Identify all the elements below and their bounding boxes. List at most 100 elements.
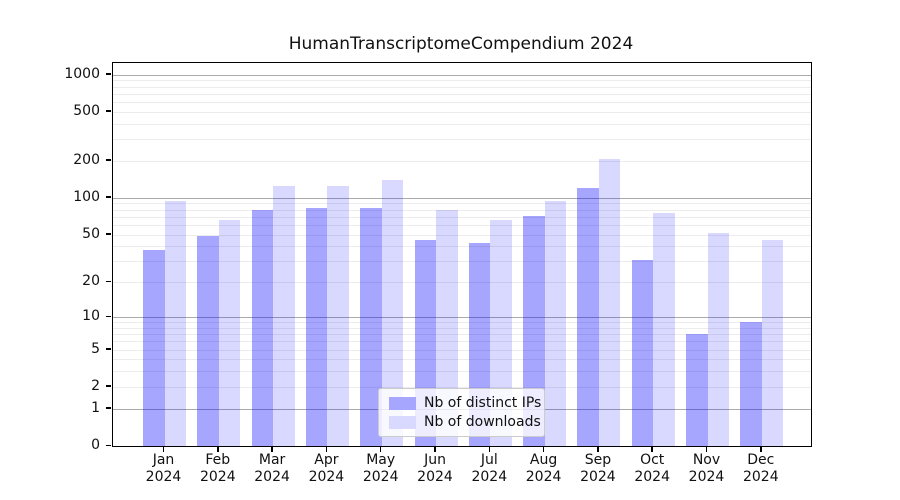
- bar-downloads: [381, 179, 404, 446]
- bar-distinct-ips: [305, 207, 328, 446]
- grid-line-minor: [113, 282, 811, 284]
- bar-distinct-ips: [631, 259, 654, 446]
- y-tick-label: 2: [91, 377, 100, 394]
- x-tick-mark: [542, 446, 545, 452]
- grid-line-minor: [113, 111, 811, 113]
- grid-line-minor: [113, 334, 811, 336]
- x-tick-mark: [162, 446, 165, 452]
- bar-distinct-ips: [251, 209, 274, 446]
- y-tick-label: 1000: [64, 65, 100, 82]
- x-tick-label: Jun 2024: [417, 452, 453, 485]
- x-tick-label: Nov 2024: [688, 452, 725, 485]
- bar-downloads: [544, 200, 567, 446]
- x-tick-label: Feb 2024: [199, 452, 236, 485]
- x-tick-label: Oct 2024: [634, 452, 670, 485]
- bar-downloads: [761, 240, 784, 446]
- grid-line-minor: [113, 86, 811, 88]
- grid-line-minor: [113, 216, 811, 218]
- y-tick-label: 10: [82, 308, 100, 325]
- y-tick-mark: [106, 233, 111, 235]
- x-tick-mark: [705, 446, 708, 452]
- y-tick-label: 20: [82, 273, 100, 290]
- x-tick-mark: [488, 446, 491, 452]
- grid-line-minor: [113, 371, 811, 373]
- bar-downloads: [164, 200, 186, 446]
- bar-distinct-ips: [197, 235, 219, 446]
- x-tick-mark: [379, 446, 382, 452]
- x-tick-label: Mar 2024: [254, 452, 290, 485]
- bar-downloads: [218, 219, 241, 446]
- grid-line-major: [113, 74, 811, 76]
- y-tick-label: 200: [73, 151, 100, 168]
- bar-distinct-ips: [686, 334, 708, 446]
- grid-line-minor: [113, 341, 811, 343]
- x-tick-label: May 2024: [362, 452, 399, 485]
- grid-line-minor: [113, 246, 811, 248]
- y-tick-label: 50: [82, 225, 100, 242]
- chart-title: HumanTranscriptomeCompendium 2024: [288, 34, 634, 54]
- bar-downloads: [273, 185, 295, 446]
- bar-downloads: [327, 185, 349, 446]
- y-tick-mark: [106, 385, 111, 387]
- legend-label: Nb of distinct IPs: [424, 395, 542, 411]
- bar-downloads: [598, 159, 621, 446]
- y-tick-mark: [106, 73, 111, 75]
- grid-line-minor: [113, 101, 811, 103]
- x-tick-mark: [651, 446, 653, 452]
- grid-line-minor: [113, 160, 811, 162]
- grid-line-minor: [113, 322, 811, 324]
- grid-line-minor: [113, 139, 811, 141]
- grid-line-minor: [113, 123, 811, 125]
- y-tick-label: 1: [91, 399, 100, 416]
- x-tick-mark: [597, 446, 599, 452]
- x-tick-label: Jan 2024: [145, 452, 182, 485]
- legend: Nb of distinct IPs Nb of downloads: [378, 388, 545, 437]
- bar-downloads: [707, 232, 729, 446]
- y-tick-mark: [106, 110, 111, 112]
- bar-downloads: [653, 213, 675, 446]
- x-tick-label: Jul 2024: [471, 452, 508, 485]
- y-tick-label: 0: [91, 437, 100, 453]
- bar-distinct-ips: [577, 187, 599, 446]
- bar-downloads: [436, 210, 458, 446]
- grid-line-minor: [113, 93, 811, 95]
- x-tick-label: Apr 2024: [308, 452, 345, 485]
- grid-line-minor: [113, 261, 811, 263]
- y-tick-mark: [106, 348, 111, 350]
- y-tick-mark: [106, 196, 111, 198]
- legend-swatch-downloads: [389, 415, 416, 429]
- grid-line-minor: [113, 386, 811, 388]
- legend-item-downloads: Nb of downloads: [389, 414, 544, 430]
- grid-line-minor: [113, 327, 811, 329]
- x-tick-mark: [217, 446, 219, 452]
- x-tick-mark: [760, 446, 762, 452]
- grid-line-minor: [113, 203, 811, 205]
- legend-swatch-distinct-ips: [389, 396, 416, 410]
- bar-distinct-ips: [360, 207, 382, 446]
- bar-distinct-ips: [143, 250, 165, 446]
- x-tick-mark: [325, 446, 328, 452]
- y-tick-mark: [106, 280, 111, 283]
- grid-line-minor: [113, 209, 811, 211]
- grid-line-minor: [113, 359, 811, 361]
- x-tick-label: Aug 2024: [525, 452, 562, 485]
- bar-distinct-ips: [740, 322, 762, 446]
- y-tick-label: 5: [91, 340, 100, 357]
- y-tick-mark: [106, 159, 111, 161]
- x-tick-label: Dec 2024: [742, 452, 779, 485]
- grid-line-minor: [113, 349, 811, 351]
- y-tick-label: 100: [73, 188, 100, 205]
- grid-line-major: [113, 197, 811, 199]
- y-tick-mark: [106, 315, 111, 318]
- legend-item-distinct-ips: Nb of distinct IPs: [389, 395, 544, 411]
- grid-line-major: [113, 317, 811, 319]
- grid-line-minor: [113, 224, 811, 226]
- x-tick-label: Sep 2024: [580, 452, 616, 485]
- y-tick-label: 500: [73, 102, 100, 119]
- x-tick-mark: [271, 446, 273, 452]
- grid-line-minor: [113, 80, 811, 82]
- y-tick-mark: [106, 444, 111, 446]
- y-tick-mark: [106, 407, 111, 409]
- x-tick-mark: [434, 446, 436, 452]
